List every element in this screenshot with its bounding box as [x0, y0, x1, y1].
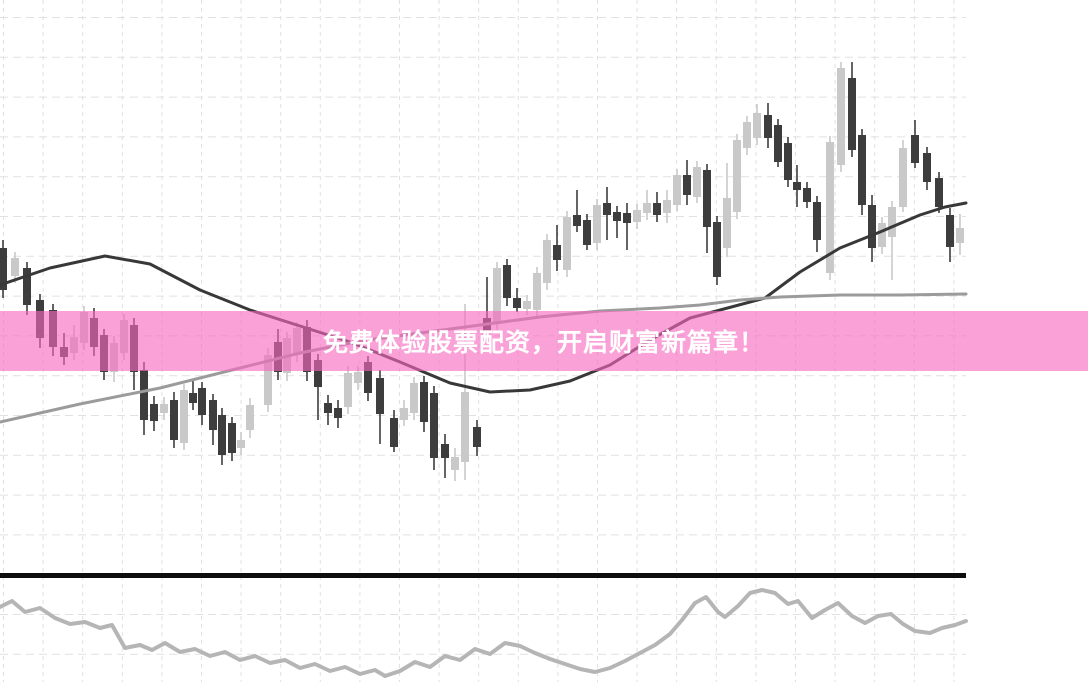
candle-body	[354, 372, 362, 383]
candle-body	[553, 245, 561, 260]
candle-body	[956, 228, 964, 243]
candle-body	[935, 178, 943, 207]
candle-body	[793, 182, 801, 190]
candle-body	[503, 265, 511, 298]
candle-body	[693, 167, 701, 197]
candle-body	[390, 418, 398, 447]
candle-body	[180, 390, 188, 443]
candle-body	[623, 213, 631, 223]
candle-body	[473, 427, 481, 447]
candle-body	[573, 215, 581, 226]
candle-body	[400, 408, 408, 420]
ma-dark-line	[0, 201, 968, 394]
candle-body	[324, 403, 332, 413]
candle-body	[410, 383, 418, 413]
candle-body	[218, 415, 226, 455]
candle-body	[523, 301, 531, 309]
candle-body	[868, 205, 876, 248]
candle-body	[733, 140, 741, 212]
candle-body	[899, 148, 907, 207]
candle-body	[633, 210, 641, 222]
candle-body	[441, 444, 449, 458]
candle-body	[513, 298, 521, 308]
candle-body	[673, 175, 681, 205]
candlestick-series	[0, 62, 964, 481]
candle-body	[170, 400, 178, 440]
candle-body	[451, 457, 459, 470]
candle-body	[198, 388, 206, 415]
candle-body	[784, 143, 792, 180]
candle-body	[923, 153, 931, 182]
candle-body	[140, 370, 148, 420]
candle-body	[643, 203, 651, 213]
candle-body	[753, 113, 761, 138]
candle-body	[461, 392, 469, 462]
candle-body	[150, 404, 158, 421]
candle-body	[713, 222, 721, 277]
candle-body	[11, 258, 19, 276]
candle-body	[563, 217, 571, 270]
candle-body	[683, 175, 691, 195]
candle-body	[314, 360, 322, 387]
candle-body	[237, 440, 245, 448]
candle-body	[344, 373, 352, 407]
candle-body	[764, 115, 772, 138]
candle-body	[228, 423, 236, 453]
candle-body	[703, 170, 711, 227]
candle-body	[663, 200, 671, 213]
candle-body	[334, 408, 342, 418]
candle-body	[946, 215, 954, 247]
candle-body	[583, 220, 591, 245]
candle-body	[837, 68, 845, 165]
candle-body	[493, 268, 501, 323]
promo-banner: 免费体验股票配资，开启财富新篇章！	[0, 311, 1088, 371]
candle-body	[209, 400, 217, 430]
candle-body	[774, 125, 782, 162]
candle-body	[613, 212, 621, 221]
indicator-line	[0, 588, 968, 678]
candle-body	[533, 273, 541, 310]
candle-body	[888, 207, 896, 237]
candle-body	[858, 135, 866, 205]
candle-body	[813, 202, 821, 240]
candle-body	[603, 203, 611, 215]
candle-body	[911, 135, 919, 163]
candle-body	[430, 393, 438, 458]
candle-body	[0, 248, 7, 290]
candle-body	[543, 240, 551, 283]
candle-body	[246, 405, 254, 430]
candle-body	[723, 198, 731, 248]
candle-body	[264, 355, 272, 405]
candle-body	[878, 223, 886, 247]
candle-body	[593, 205, 601, 243]
promo-banner-text: 免费体验股票配资，开启财富新篇章！	[322, 329, 765, 357]
candle-body	[189, 393, 197, 403]
grid-lines	[0, 0, 966, 682]
candle-body	[420, 382, 428, 422]
panel-separator	[0, 573, 966, 578]
candle-body	[160, 404, 168, 413]
candle-body	[803, 188, 811, 202]
candle-body	[376, 378, 384, 414]
candle-body	[23, 268, 31, 305]
candle-body	[653, 203, 661, 215]
candle-body	[826, 142, 834, 273]
candle-body	[364, 362, 372, 393]
candle-body	[848, 78, 856, 150]
candle-body	[743, 122, 751, 148]
